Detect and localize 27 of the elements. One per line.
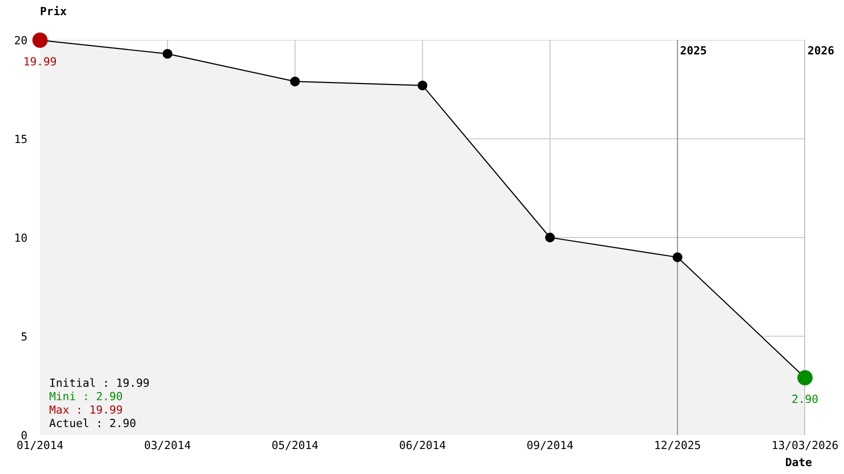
x-tick-label: 01/2014	[17, 440, 63, 450]
x-tick-label: 12/2025	[655, 440, 700, 450]
data-label: 19.99	[24, 57, 56, 66]
y-axis-title: Prix	[40, 6, 66, 16]
y-tick-label: 10	[15, 234, 27, 242]
y-tick-label: 15	[15, 134, 27, 144]
x-tick-label: 05/2014	[272, 440, 318, 450]
y-tick-label: 20	[14, 36, 27, 44]
x-tick-label: 13/03/2026	[772, 440, 838, 450]
data-label: 2.90	[792, 394, 818, 404]
annotation: Max : 19.99	[50, 405, 122, 414]
ref-line-label: 2026	[808, 46, 834, 55]
point	[290, 76, 300, 86]
point	[162, 48, 172, 59]
point	[418, 80, 428, 90]
annotation: Initial : 19.99	[50, 378, 149, 387]
x-tick-label: 06/2014	[400, 440, 446, 450]
x-tick-label: 09/2014	[527, 440, 573, 450]
x-axis-title: Date	[786, 458, 812, 466]
point	[545, 232, 555, 242]
annotation: Actuel : 2.90	[49, 418, 136, 428]
ref-line-label: 2025	[680, 46, 706, 55]
y-tick-label: 5	[22, 332, 27, 341]
x-tick-label: 03/2014	[144, 440, 190, 450]
point	[672, 252, 682, 262]
annotation: Mini : 2.90	[50, 392, 122, 400]
y-tick-label: 0	[22, 431, 27, 440]
